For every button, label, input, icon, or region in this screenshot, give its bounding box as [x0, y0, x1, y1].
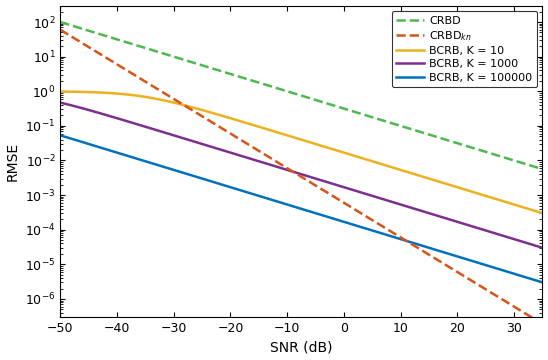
Line: BCRB, K = 10: BCRB, K = 10	[60, 91, 543, 213]
CRBD	[464, 144, 470, 148]
CRBD	[539, 167, 546, 171]
BCRB, K = 10	[57, 89, 64, 94]
BCRB, K = 100000	[464, 257, 470, 261]
BCRB, K = 10	[464, 188, 470, 192]
CRBD	[57, 20, 64, 24]
CRBD$_{kn}$	[464, 276, 470, 280]
BCRB, K = 1000	[322, 180, 329, 184]
BCRB, K = 10	[237, 119, 244, 123]
CRBD$_{kn}$	[300, 176, 307, 180]
BCRB, K = 1000	[539, 246, 546, 250]
BCRB, K = 1000	[394, 201, 401, 206]
BCRB, K = 10	[292, 135, 298, 140]
BCRB, K = 100000	[300, 207, 307, 212]
BCRB, K = 10	[539, 211, 546, 215]
CRBD	[292, 91, 298, 96]
CRBD$_{kn}$	[539, 322, 546, 326]
Line: BCRB, K = 100000: BCRB, K = 100000	[60, 135, 543, 282]
CRBD$_{kn}$	[57, 28, 64, 32]
BCRB, K = 1000	[292, 170, 298, 174]
X-axis label: SNR (dB): SNR (dB)	[270, 341, 333, 355]
BCRB, K = 100000	[394, 236, 401, 240]
CRBD	[394, 123, 401, 127]
BCRB, K = 10	[300, 138, 307, 143]
BCRB, K = 1000	[300, 173, 307, 177]
BCRB, K = 1000	[57, 100, 64, 105]
Line: CRBD: CRBD	[60, 22, 543, 169]
CRBD$_{kn}$	[237, 138, 244, 142]
CRBD$_{kn}$	[394, 233, 401, 238]
BCRB, K = 100000	[237, 188, 244, 193]
BCRB, K = 100000	[322, 214, 329, 219]
CRBD	[237, 75, 244, 79]
BCRB, K = 1000	[464, 222, 470, 227]
Line: BCRB, K = 1000: BCRB, K = 1000	[60, 103, 543, 248]
CRBD	[300, 94, 307, 99]
BCRB, K = 10	[322, 145, 329, 149]
Line: CRBD$_{kn}$: CRBD$_{kn}$	[60, 30, 543, 324]
BCRB, K = 10	[394, 167, 401, 171]
BCRB, K = 100000	[539, 280, 546, 284]
Legend: CRBD, CRBD$_{kn}$, BCRB, K = 10, BCRB, K = 1000, BCRB, K = 100000: CRBD, CRBD$_{kn}$, BCRB, K = 10, BCRB, K…	[391, 11, 537, 87]
CRBD$_{kn}$	[292, 171, 298, 175]
CRBD	[322, 101, 329, 105]
BCRB, K = 100000	[57, 133, 64, 138]
CRBD$_{kn}$	[322, 190, 329, 194]
BCRB, K = 1000	[237, 154, 244, 158]
BCRB, K = 100000	[292, 204, 298, 209]
Y-axis label: RMSE: RMSE	[5, 142, 20, 181]
